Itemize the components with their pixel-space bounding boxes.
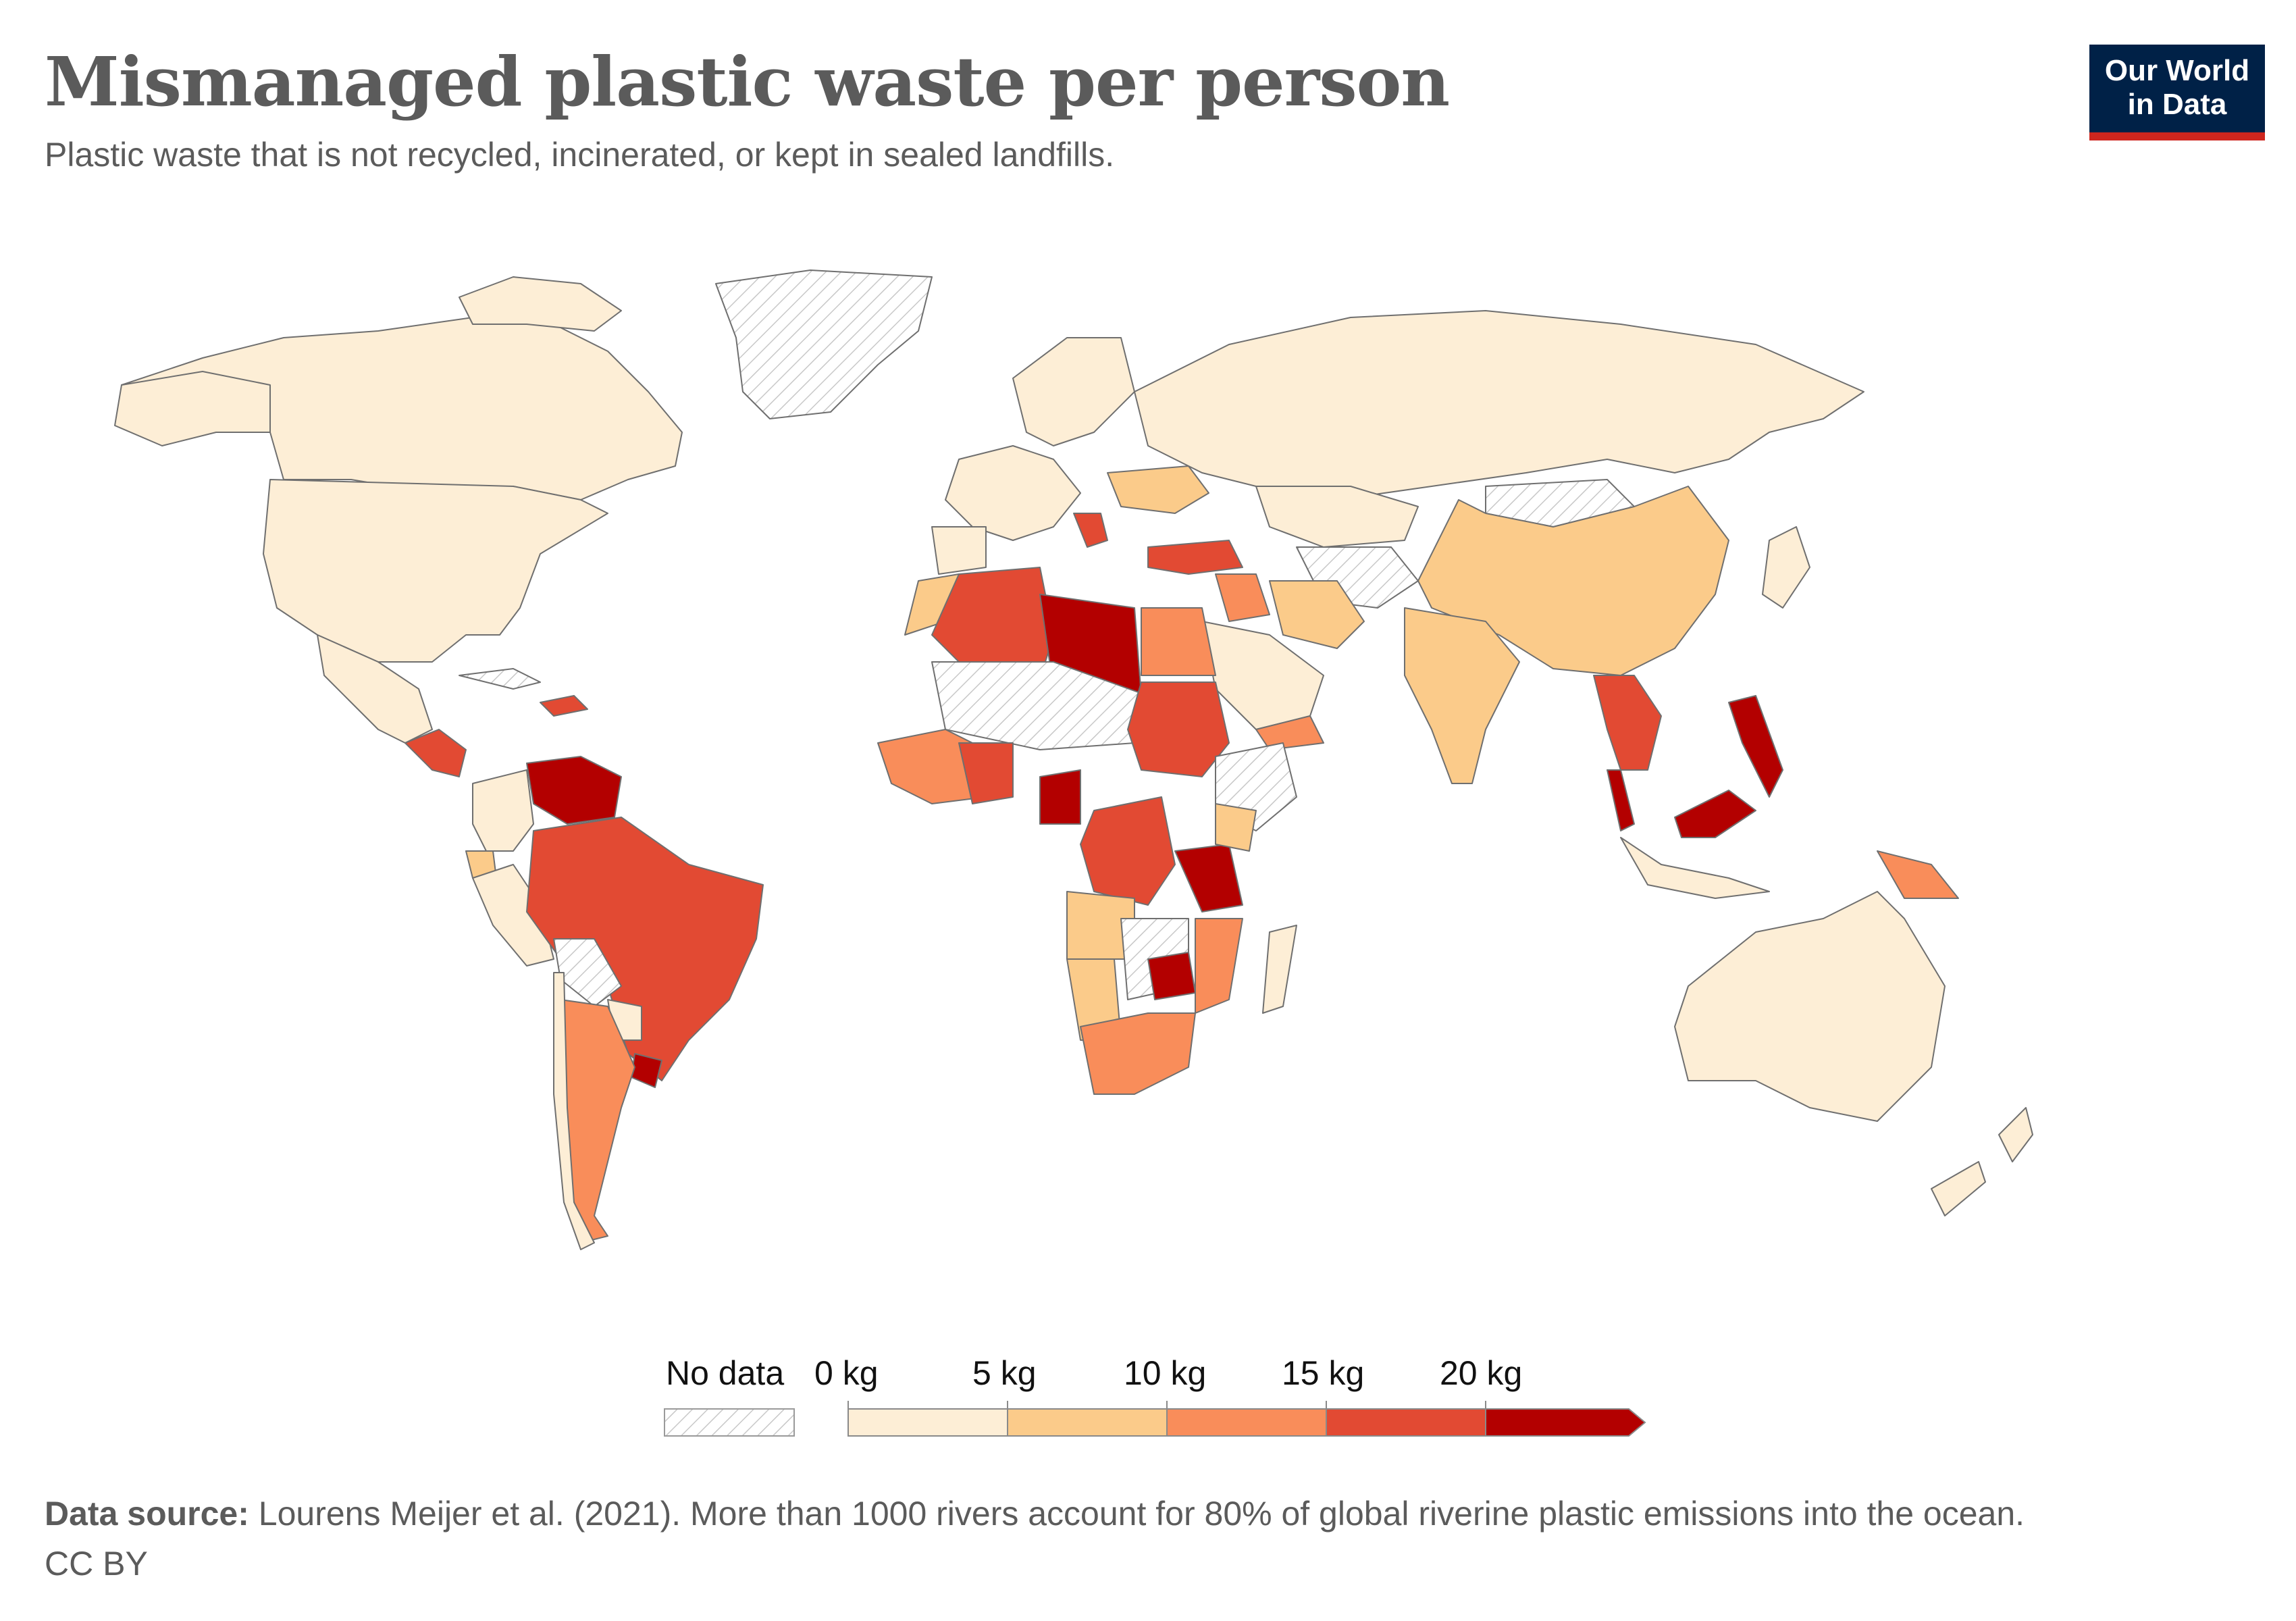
region-uruguay[interactable] (631, 1053, 662, 1088)
region-russia[interactable] (1134, 310, 1864, 500)
region-nigeria[interactable] (958, 742, 1014, 804)
region-greenland[interactable] (715, 269, 933, 419)
legend-no-data-label: No data (666, 1354, 785, 1392)
logo-line-2: in Data (2127, 88, 2227, 121)
region-mozambique[interactable] (1195, 918, 1243, 1014)
legend-bin-label-3: 15 kg (1282, 1354, 1365, 1392)
region-central-america[interactable] (405, 729, 467, 777)
region-southeast-asia[interactable] (1593, 675, 1662, 771)
footer-source: Data source: Lourens Meijer et al. (2021… (45, 1489, 2025, 1539)
region-ukraine[interactable] (1107, 465, 1209, 514)
region-kazakhstan[interactable] (1255, 486, 1419, 548)
region-balkans[interactable] (1073, 513, 1108, 548)
region-iraq[interactable] (1215, 573, 1270, 622)
owid-logo[interactable]: Our World in Data (2089, 45, 2265, 140)
region-borneo[interactable] (1674, 790, 1756, 838)
region-china[interactable] (1417, 486, 1729, 676)
region-chile[interactable] (553, 972, 595, 1250)
region-canada[interactable] (121, 317, 683, 500)
region-yemen[interactable] (1255, 715, 1324, 750)
legend-bin-swatch-1[interactable] (1007, 1408, 1168, 1437)
legend-no-data-swatch[interactable] (664, 1408, 795, 1437)
region-canada-islands[interactable] (459, 276, 622, 332)
region-usa[interactable] (263, 479, 608, 663)
world-map (114, 269, 2033, 1250)
region-papua-new-guinea[interactable] (1877, 850, 1959, 899)
chart-subtitle: Plastic waste that is not recycled, inci… (45, 136, 1115, 174)
region-india[interactable] (1404, 607, 1520, 784)
footer-license[interactable]: CC BY (45, 1545, 148, 1583)
legend-bin-swatch-4[interactable] (1485, 1408, 1646, 1437)
footer: Data source: Lourens Meijer et al. (2021… (45, 1489, 2025, 1589)
legend-color-bar (664, 1401, 1646, 1437)
footer-source-text[interactable]: Lourens Meijer et al. (2021). More than … (258, 1495, 2025, 1533)
region-japan[interactable] (1762, 526, 1810, 609)
region-turkey[interactable] (1147, 540, 1243, 575)
footer-source-label: Data source: (45, 1495, 249, 1533)
region-alaska[interactable] (114, 371, 271, 446)
region-indonesia[interactable] (1620, 837, 1770, 899)
region-new-zealand[interactable] (1931, 1107, 2033, 1216)
region-zimbabwe[interactable] (1147, 952, 1196, 1000)
region-colombia[interactable] (472, 769, 534, 852)
legend-bins (847, 1401, 1646, 1437)
region-cuba[interactable] (459, 668, 541, 690)
legend-bin-swatch-3[interactable] (1326, 1408, 1486, 1437)
region-egypt[interactable] (1141, 607, 1216, 676)
legend-bin-label-2: 10 kg (1124, 1354, 1207, 1392)
region-cameroon[interactable] (1039, 769, 1081, 825)
legend-bin-label-0: 0 kg (814, 1354, 879, 1392)
region-sudan[interactable] (1127, 681, 1230, 777)
region-hispaniola[interactable] (540, 695, 588, 717)
region-venezuela[interactable] (526, 756, 622, 825)
region-madagascar[interactable] (1262, 925, 1297, 1014)
legend-bin-label-1: 5 kg (972, 1354, 1037, 1392)
region-congo[interactable] (1080, 796, 1176, 906)
logo-line-1: Our World (2104, 54, 2250, 87)
region-western-europe[interactable] (945, 445, 1081, 541)
region-peru[interactable] (472, 864, 554, 967)
legend-bin-label-4: 20 kg (1440, 1354, 1523, 1392)
region-kenya[interactable] (1215, 803, 1257, 852)
region-malay-peninsula[interactable] (1607, 769, 1635, 831)
region-iran[interactable] (1269, 580, 1365, 649)
region-scandinavia[interactable] (1012, 337, 1135, 446)
chart-title: Mismanaged plastic waste per person (45, 42, 1450, 122)
region-iberia[interactable] (931, 526, 987, 575)
region-philippines[interactable] (1728, 695, 1783, 798)
region-australia[interactable] (1674, 891, 1946, 1122)
legend-bin-swatch-0[interactable] (847, 1408, 1008, 1437)
region-tanzania[interactable] (1174, 844, 1243, 912)
region-south-africa[interactable] (1080, 1012, 1196, 1095)
legend-bin-swatch-2[interactable] (1166, 1408, 1327, 1437)
